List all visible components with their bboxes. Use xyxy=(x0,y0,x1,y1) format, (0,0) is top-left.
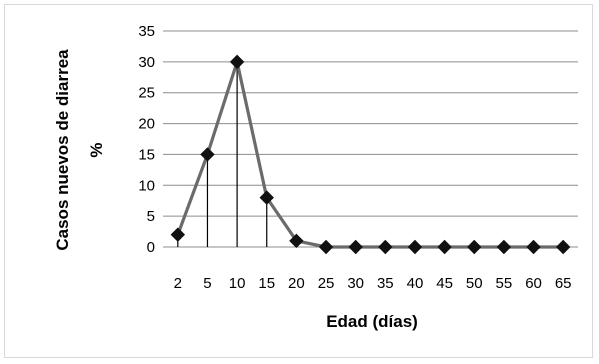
data-point-marker xyxy=(378,239,393,255)
data-point-marker xyxy=(496,239,512,255)
x-tick-label: 20 xyxy=(288,275,305,292)
x-tick-label: 30 xyxy=(347,275,364,292)
y-tick-label: 25 xyxy=(138,85,155,102)
data-point-marker xyxy=(170,227,186,242)
y-tick-label: 15 xyxy=(138,146,155,163)
y-axis-title-line2: % xyxy=(87,142,106,157)
data-point-marker xyxy=(318,239,334,255)
x-tick-label: 45 xyxy=(436,275,453,292)
data-point-marker xyxy=(437,239,452,255)
y-tick-label: 30 xyxy=(138,54,155,71)
data-point-marker xyxy=(200,147,215,162)
data-point-marker xyxy=(229,54,245,70)
data-point-marker xyxy=(555,239,571,255)
x-tick-label: 60 xyxy=(525,275,542,292)
x-tick-label: 50 xyxy=(466,275,483,292)
data-point-marker xyxy=(467,239,482,255)
y-tick-label: 35 xyxy=(138,23,155,40)
data-point-marker xyxy=(259,190,274,205)
chart-frame xyxy=(4,4,593,358)
x-tick-label: 25 xyxy=(318,275,335,292)
y-axis-title: Casos nuevos de diarrea % xyxy=(53,49,106,251)
data-point-marker xyxy=(348,239,363,255)
x-axis-title: Edad (días) xyxy=(326,312,418,331)
y-tick-label: 10 xyxy=(138,177,155,194)
y-tick-label: 0 xyxy=(147,239,155,256)
y-axis-title-line1: Casos nuevos de diarrea xyxy=(53,49,72,251)
data-point-marker xyxy=(407,239,423,255)
x-tick-label: 55 xyxy=(496,275,513,292)
y-tick-label: 5 xyxy=(147,208,155,225)
x-tick-label: 5 xyxy=(203,275,211,292)
y-tick-label: 20 xyxy=(138,116,155,133)
y-tick-labels: 0 5 10 15 20 25 30 35 xyxy=(138,23,155,256)
x-tick-label: 10 xyxy=(229,275,246,292)
series-markers xyxy=(170,54,571,255)
data-point-marker xyxy=(289,233,304,249)
x-tick-label: 40 xyxy=(407,275,424,292)
data-point-marker xyxy=(526,239,541,255)
x-tick-label: 35 xyxy=(377,275,394,292)
grid-lines xyxy=(163,30,578,248)
x-tick-labels: 2 5 10 15 20 25 30 35 40 45 50 55 60 65 xyxy=(174,275,572,292)
x-tick-label: 65 xyxy=(555,275,572,292)
x-tick-label: 15 xyxy=(258,275,275,292)
x-tick-label: 2 xyxy=(174,275,182,292)
